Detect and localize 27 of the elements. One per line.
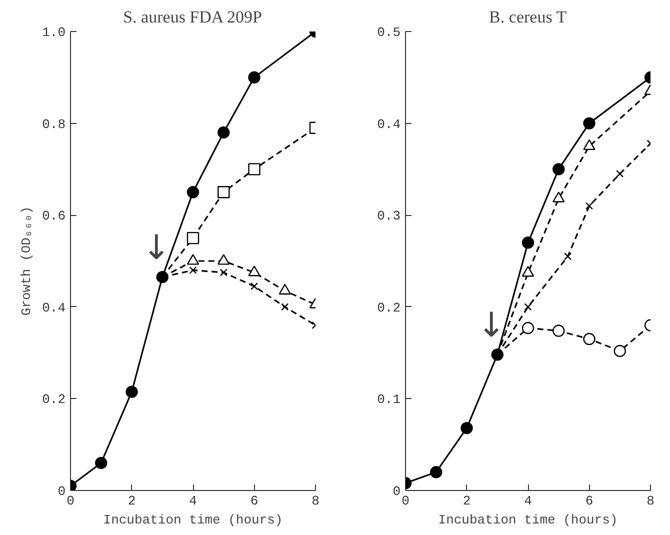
y-tick-label: 0.1 xyxy=(377,392,401,408)
x-tick-label: 8 xyxy=(646,494,654,508)
x-tick-label: 4 xyxy=(524,494,532,508)
x-tick-label: 2 xyxy=(462,494,471,508)
x-tick-label: 4 xyxy=(189,494,198,508)
y-tick-label: 0.2 xyxy=(42,392,66,408)
x-tick-label: 2 xyxy=(128,494,136,508)
y-tick-label: 0 xyxy=(392,484,401,499)
y-tick-label: 0.2 xyxy=(377,300,400,316)
x-axis-title: Incubation time (hours) xyxy=(103,512,283,528)
chart-title: S. aureus FDA 209P xyxy=(123,8,262,26)
chart-title: B. cereus T xyxy=(489,8,568,26)
y-tick-label: 0.4 xyxy=(377,116,401,132)
y-axis-title: Growth (OD₆₆₀) xyxy=(19,206,34,316)
y-tick-label: 0.8 xyxy=(42,116,66,132)
annotation: ↓ xyxy=(477,305,506,346)
y-tick-label: 0.5 xyxy=(377,25,400,40)
x-tick-label: 8 xyxy=(312,494,320,508)
y-tick-label: 0 xyxy=(58,484,66,499)
x-tick-label: 6 xyxy=(585,494,594,508)
y-tick-label: 0.6 xyxy=(42,208,66,224)
x-tick-label: 6 xyxy=(250,494,258,508)
y-tick-label: 1.0 xyxy=(42,25,66,40)
y-tick-label: 0.4 xyxy=(42,300,66,316)
annotation: ↓ xyxy=(142,228,171,268)
y-tick-label: 0.3 xyxy=(377,208,400,224)
x-axis-title: Incubation time (hours) xyxy=(438,512,618,528)
